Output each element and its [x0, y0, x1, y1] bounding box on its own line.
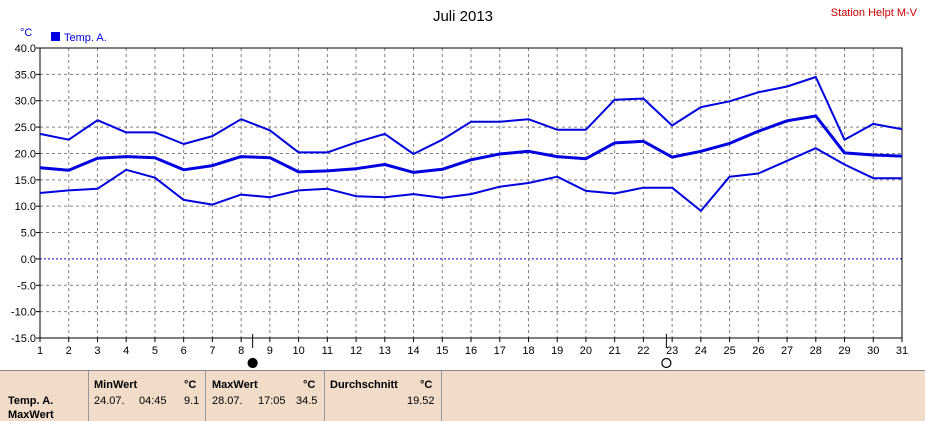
- min-date: 24.07.: [94, 395, 125, 407]
- min-header: MinWert: [94, 379, 138, 391]
- labels: 40.0 35.0 30.0 25.0 20.0 15.0 10.0 5.0 0.0 -5.0 -1…: [11, 7, 918, 357]
- series-lines: [39, 76, 903, 212]
- y-tick-label: 30.0: [15, 96, 36, 108]
- x-tick-label: 17: [494, 345, 506, 357]
- x-tick-label: 5: [152, 345, 158, 357]
- y-tick-label: -10.0: [11, 307, 36, 319]
- panel-separator: [205, 371, 206, 421]
- max-value: 34.5: [296, 395, 318, 407]
- x-tick-label: 15: [436, 345, 448, 357]
- open-marker-icon: [661, 357, 672, 369]
- y-tick-label: 10.0: [15, 201, 36, 213]
- x-tick-label: 2: [66, 345, 72, 357]
- panel-separator: [324, 371, 325, 421]
- y-tick-label: 25.0: [15, 122, 36, 134]
- min-value: 9.1: [184, 395, 200, 407]
- x-tick-label: 14: [407, 345, 419, 357]
- x-tick-label: 22: [637, 345, 649, 357]
- panel-max-cell: MaxWert °C 28.07. 17:05 34.5: [206, 371, 324, 421]
- legend-label: Temp. A.: [64, 32, 107, 44]
- x-tick-label: 10: [292, 345, 304, 357]
- x-tick-label: 26: [752, 345, 764, 357]
- y-tick-label: 20.0: [15, 148, 36, 160]
- avg-header: Durchschnitt: [330, 379, 398, 391]
- x-tick-label: 23: [666, 345, 678, 357]
- unit-label: °C: [20, 27, 32, 39]
- panel-separator: [88, 371, 89, 421]
- max-unit: °C: [303, 379, 316, 391]
- chart-area: 40.0 35.0 30.0 25.0 20.0 15.0 10.0 5.0 0.0 -5.0 -1…: [0, 0, 925, 370]
- y-tick-label: 0.0: [21, 254, 36, 266]
- stats-panel: Temp. A. MaxWert MinWert °C 24.07. 04:45…: [0, 370, 925, 421]
- x-tick-label: 21: [609, 345, 621, 357]
- axes: [36, 47, 903, 369]
- x-tick-label: 6: [181, 345, 187, 357]
- x-tick-label: 19: [551, 345, 563, 357]
- x-tick-label: 11: [322, 345, 333, 357]
- grid: [40, 48, 902, 338]
- max-date: 28.07.: [212, 395, 243, 407]
- x-tick-label: 12: [350, 345, 362, 357]
- x-tick-label: 29: [838, 345, 850, 357]
- avg-value: 19.52: [407, 395, 435, 407]
- series-line-avg: [39, 114, 903, 174]
- x-tick-label: 28: [810, 345, 822, 357]
- x-tick-label: 18: [522, 345, 534, 357]
- y-tick-label: 5.0: [21, 228, 36, 240]
- x-tick-label: 16: [465, 345, 477, 357]
- filled-marker-icon: [247, 357, 258, 369]
- panel-series-label-2: MaxWert: [8, 409, 54, 421]
- station-label: Station Helpt M-V: [831, 7, 918, 19]
- x-tick-label: 9: [267, 345, 273, 357]
- y-tick-label: -15.0: [11, 333, 36, 345]
- max-header: MaxWert: [212, 379, 258, 391]
- x-tick-label: 4: [123, 345, 129, 357]
- x-tick-label: 7: [209, 345, 215, 357]
- x-tick-label: 31: [896, 345, 908, 357]
- x-tick-label: 27: [781, 345, 793, 357]
- avg-unit: °C: [420, 379, 433, 391]
- x-tick-label: 24: [695, 345, 707, 357]
- series-line-min: [39, 147, 902, 212]
- panel-min-cell: MinWert °C 24.07. 04:45 9.1: [89, 371, 205, 421]
- y-tick-label: 15.0: [15, 175, 36, 187]
- x-tick-label: 13: [379, 345, 391, 357]
- y-tick-label: -5.0: [17, 280, 36, 292]
- min-time: 04:45: [139, 395, 167, 407]
- panel-series-cell: Temp. A. MaxWert: [0, 371, 88, 421]
- x-tick-label: 20: [580, 345, 592, 357]
- y-tick-label: 40.0: [15, 43, 36, 55]
- x-tick-label: 25: [723, 345, 735, 357]
- panel-series-label: Temp. A.: [8, 395, 54, 407]
- x-tick-label: 8: [238, 345, 244, 357]
- min-unit: °C: [184, 379, 197, 391]
- max-time: 17:05: [258, 395, 286, 407]
- legend-swatch: [51, 32, 60, 41]
- x-tick-label: 1: [37, 345, 43, 357]
- panel-separator: [441, 371, 442, 421]
- panel-avg-cell: Durchschnitt °C 19.52: [325, 371, 441, 421]
- x-tick-label: 30: [867, 345, 879, 357]
- temperature-chart: 40.0 35.0 30.0 25.0 20.0 15.0 10.0 5.0 0.0 -5.0 -1…: [11, 7, 918, 369]
- chart-title: Juli 2013: [433, 8, 493, 25]
- x-tick-label: 3: [94, 345, 100, 357]
- series-line-max: [39, 76, 903, 155]
- y-tick-label: 35.0: [15, 69, 36, 81]
